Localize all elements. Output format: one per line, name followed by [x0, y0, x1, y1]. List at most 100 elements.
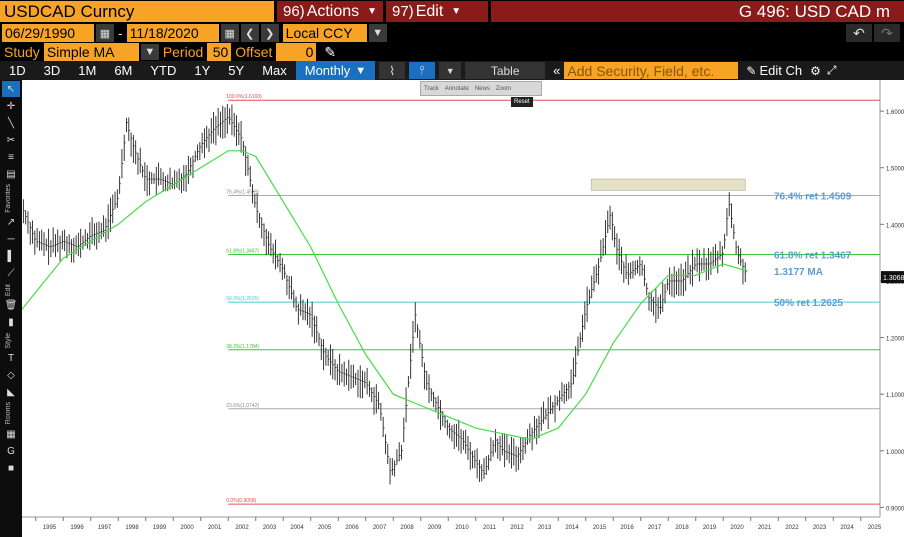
x-tick-label: 2025 [868, 525, 882, 531]
x-tick-label: 2020 [730, 525, 744, 531]
x-tick-label: 2014 [565, 525, 579, 531]
frequency-select[interactable]: Monthly ▼ [295, 61, 376, 80]
edit-menu[interactable]: 97) Edit ▼ [386, 1, 488, 22]
actions-menu[interactable]: 96) Actions ▼ [277, 1, 383, 22]
g-icon[interactable]: G [7, 446, 15, 458]
crosshair-icon[interactable]: ✛ [6, 100, 16, 112]
marker-tool-icon[interactable]: ▌ [7, 251, 15, 263]
security-field[interactable]: USDCAD Curncy [0, 1, 274, 22]
pencil-icon[interactable]: ✎ [324, 43, 337, 60]
tab-max[interactable]: Max [262, 63, 287, 78]
study-row: Study Simple MA ▼ Period 50 Offset 0 ✎ [0, 43, 904, 61]
calendar-icon[interactable]: ▦ [96, 24, 114, 42]
x-tick-label: 2003 [263, 525, 277, 531]
period-label: Period [162, 44, 204, 60]
offset-input[interactable]: 0 [276, 43, 317, 61]
x-tick-label: 2012 [510, 525, 524, 531]
tab-ytd[interactable]: YTD [150, 63, 177, 78]
zoom-button[interactable]: Zoom [495, 85, 512, 92]
x-tick-label: 2013 [538, 525, 552, 531]
chevron-right-icon[interactable]: ❯ [260, 24, 279, 42]
square-icon[interactable]: ■ [7, 463, 15, 475]
study-value: Simple MA [46, 44, 115, 60]
offset-value: 0 [305, 44, 314, 60]
date-separator: - [118, 25, 123, 41]
chevron-down-icon[interactable]: ▼ [368, 24, 387, 42]
x-tick-label: 1995 [43, 525, 57, 531]
annotate-button[interactable]: Annotate [444, 85, 469, 92]
brush-icon[interactable]: ▮ [8, 317, 14, 329]
x-tick-label: 2005 [318, 525, 332, 531]
chevron-down-icon[interactable]: ▼ [439, 62, 462, 79]
actions-label: Actions [306, 2, 360, 20]
currency-select[interactable]: Local CCY [282, 24, 367, 42]
chevron-down-icon[interactable]: ▼ [140, 44, 159, 60]
fib-tool-icon[interactable]: ≡ [8, 151, 14, 163]
fib-level-label: 61.8%(1.3467) [226, 249, 259, 255]
edit-label: Edit [5, 283, 12, 296]
trash-icon[interactable]: 🗑 [4, 300, 18, 312]
period-input[interactable]: 50 [207, 43, 232, 61]
tab-1m[interactable]: 1M [78, 63, 97, 78]
x-tick-label: 2018 [675, 525, 689, 531]
fib-level-label: 0.0%(0.9058) [226, 498, 256, 504]
track-button[interactable]: Track [424, 85, 439, 92]
x-tick-label: 1997 [98, 525, 112, 531]
fib-level-label: 23.6%(1.0742) [226, 403, 259, 409]
bar-chart-icon[interactable]: ⫯ [409, 62, 436, 79]
start-date-field[interactable]: 06/29/1990 [2, 24, 94, 42]
settings-icon[interactable]: ⚙ [810, 63, 821, 78]
fib-level-label: 76.4%(1.4509) [226, 190, 259, 196]
trend-tool-icon[interactable]: ⟋ [7, 268, 15, 280]
chevron-left-icon[interactable]: ❮ [240, 24, 259, 42]
search-input[interactable]: Add Security, Field, etc. [564, 62, 739, 79]
last-price-label: 1.3068 [883, 275, 904, 282]
grid-icon[interactable]: ▦ [6, 429, 16, 441]
undo-icon[interactable]: ↶ [846, 24, 872, 42]
tab-6m[interactable]: 6M [114, 63, 133, 78]
study-select[interactable]: Simple MA [43, 43, 139, 61]
shape-tool-icon[interactable]: ◣ [7, 386, 15, 398]
y-tick-label: 1.2000 [886, 337, 904, 343]
table-label: Table [490, 63, 520, 78]
expand-icon[interactable]: ⤢ [826, 63, 837, 77]
redo-icon[interactable]: ↷ [874, 24, 900, 42]
channel-tool-icon[interactable]: ▤ [6, 168, 16, 180]
x-tick-label: 2016 [620, 525, 634, 531]
ray-tool-icon[interactable]: ↗ [6, 217, 16, 229]
y-tick-label: 1.5000 [886, 167, 904, 173]
collapse-icon[interactable]: « [553, 63, 561, 78]
frequency-label: Monthly [304, 63, 351, 78]
calendar-icon[interactable]: ▦ [220, 24, 239, 42]
x-tick-label: 2017 [648, 525, 662, 531]
cursor-icon[interactable]: ↖ [2, 81, 20, 97]
favorites-label: Favorites [5, 184, 12, 213]
scissors-icon[interactable]: ✂ [6, 134, 16, 146]
tab-5y[interactable]: 5Y [228, 63, 245, 78]
edit-label: Edit [415, 2, 444, 20]
chevron-down-icon: ▼ [355, 64, 367, 77]
hline-tool-icon[interactable]: ─ [7, 234, 15, 246]
price-chart[interactable]: 1.60001.50001.40001.30001.20001.10001.00… [22, 80, 904, 537]
end-date-field[interactable]: 11/18/2020 [126, 24, 219, 42]
x-tick-label: 1999 [153, 525, 167, 531]
edit-chart-button[interactable]: Edit Ch [759, 63, 803, 78]
line-tool-icon[interactable]: ╲ [7, 117, 15, 129]
x-tick-label: 2011 [483, 525, 497, 531]
eraser-icon[interactable]: ◇ [7, 369, 15, 381]
fib-level-label: 38.2%(1.1784) [226, 344, 259, 350]
tab-1y[interactable]: 1Y [194, 63, 211, 78]
tab-1d[interactable]: 1D [9, 63, 26, 78]
x-tick-label: 2015 [593, 525, 607, 531]
tab-3d[interactable]: 3D [43, 63, 61, 78]
x-tick-label: 2006 [345, 525, 359, 531]
text-tool-icon[interactable]: T [7, 352, 15, 364]
chart-svg: 1.60001.50001.40001.30001.20001.10001.00… [22, 80, 904, 531]
fib-level-label: 100.0%(1.6193) [226, 94, 262, 100]
line-chart-icon[interactable]: ⌇ [379, 62, 406, 79]
last-price-box [881, 271, 904, 284]
highlight-range [590, 178, 746, 191]
reset-button[interactable]: Reset [511, 97, 533, 107]
news-button[interactable]: News [474, 85, 490, 92]
table-button[interactable]: Table [465, 62, 546, 79]
